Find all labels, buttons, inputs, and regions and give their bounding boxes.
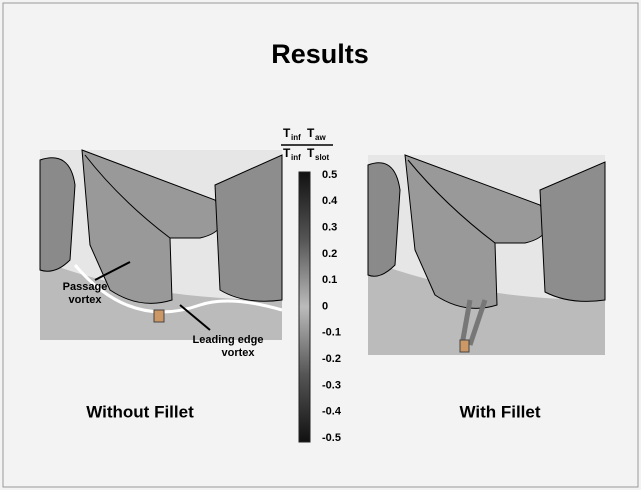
formula-part: T	[307, 146, 315, 160]
annotation: Passage	[63, 281, 108, 293]
annotation: vortex	[68, 294, 102, 306]
formula-part: inf	[291, 153, 301, 162]
formula-part: aw	[315, 133, 326, 142]
caption: Without Fillet	[86, 402, 194, 421]
colorbar-tick-label: -0.3	[322, 379, 341, 391]
annotation: Leading edge	[193, 334, 264, 346]
colorbar-tick-label: 0.2	[322, 248, 337, 260]
colorbar-tick-label: 0.4	[322, 195, 338, 207]
formula-part: T	[283, 146, 291, 160]
colorbar-tick-label: 0.5	[322, 169, 337, 181]
colorbar-tick-label: 0	[322, 300, 328, 312]
slide: Results T inf T aw T inf T slot 0.5 0.4 0	[0, 0, 641, 490]
left-image	[40, 150, 282, 340]
colorbar-tick-label: -0.5	[322, 432, 341, 444]
formula-part: T	[307, 126, 315, 140]
right-image	[368, 155, 605, 355]
colorbar-tick-label: -0.2	[322, 353, 341, 365]
colorbar-tick-label: -0.4	[322, 406, 342, 418]
title: Results	[271, 39, 369, 69]
colorbar	[299, 172, 310, 442]
page: Results T inf T aw T inf T slot 0.5 0.4 0	[0, 0, 641, 490]
caption: With Fillet	[459, 402, 540, 421]
colorbar-tick-label: 0.1	[322, 274, 337, 286]
annotation: vortex	[221, 347, 255, 359]
formula-part: T	[283, 126, 291, 140]
formula-part: slot	[315, 153, 330, 162]
formula-part: inf	[291, 133, 301, 142]
colorbar-tick-label: 0.3	[322, 222, 337, 234]
colorbar-tick-label: -0.1	[322, 327, 341, 339]
